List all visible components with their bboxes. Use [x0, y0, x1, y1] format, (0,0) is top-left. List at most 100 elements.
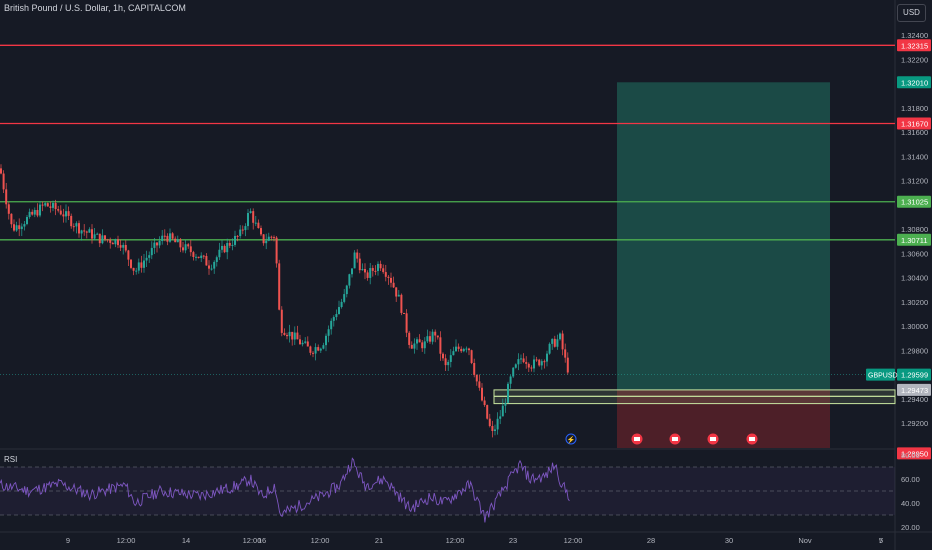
- candle-body: [80, 230, 83, 234]
- candle-body: [444, 358, 447, 366]
- candle-body: [559, 333, 561, 340]
- candle-body: [418, 339, 421, 343]
- candle-body: [252, 211, 255, 223]
- candle-body: [416, 339, 418, 344]
- candle-body: [119, 245, 122, 248]
- candle-body: [553, 338, 556, 347]
- candle-body: [475, 374, 478, 382]
- candle-body: [507, 383, 509, 403]
- candle-body: [218, 249, 221, 258]
- candle-body: [262, 234, 265, 244]
- candle-body: [65, 211, 67, 217]
- candle-body: [369, 268, 372, 278]
- candle-body: [88, 229, 91, 233]
- candle-body: [226, 242, 229, 253]
- candle-body: [447, 361, 450, 366]
- currency-button[interactable]: USD: [897, 4, 926, 22]
- candle-body: [49, 206, 52, 208]
- candle-body: [163, 235, 166, 237]
- candle-body: [358, 258, 361, 271]
- candle-body: [98, 233, 101, 244]
- candle-body: [540, 361, 543, 366]
- candle-body: [468, 348, 470, 351]
- candle-body: [496, 418, 499, 430]
- candle-body: [288, 331, 291, 337]
- flash-event-glyph: ⚡: [567, 435, 576, 444]
- candle-body: [348, 274, 351, 286]
- last-price-label: 1.29599: [901, 371, 928, 380]
- candle-body: [241, 229, 244, 231]
- candle-body: [548, 343, 551, 354]
- candle-body: [31, 211, 34, 215]
- candle-body: [26, 217, 28, 225]
- candle-body: [52, 203, 54, 208]
- candle-body: [171, 233, 174, 239]
- candle-body: [335, 313, 338, 318]
- candle-body: [57, 209, 60, 211]
- candle-body: [140, 262, 143, 268]
- candle-body: [156, 242, 158, 246]
- candle-body: [44, 203, 47, 206]
- entry-price-label: 1.29473: [901, 386, 928, 395]
- price-tick-label: 1.31600: [901, 128, 928, 137]
- candle-body: [546, 353, 548, 362]
- candle-body: [15, 225, 18, 231]
- candle-body: [356, 252, 359, 259]
- candle-body: [67, 211, 70, 216]
- candle-body: [161, 235, 164, 242]
- price-tick-label: 1.29800: [901, 346, 928, 355]
- candle-body: [332, 317, 335, 321]
- time-tick-label: 12:00: [564, 536, 583, 545]
- candle-body: [351, 268, 353, 275]
- candle-body: [208, 265, 210, 269]
- candle-body: [202, 255, 205, 257]
- candle-body: [270, 236, 273, 238]
- price-tick-label: 1.32400: [901, 31, 928, 40]
- candle-body: [314, 347, 317, 354]
- candle-body: [517, 359, 520, 365]
- candle-body: [504, 402, 507, 406]
- candle-body: [96, 233, 99, 235]
- candle-body: [319, 348, 322, 351]
- flash-event-icon: [565, 433, 577, 445]
- time-tick-label: 12:00: [117, 536, 136, 545]
- rsi-label: RSI: [4, 455, 18, 464]
- candle-body: [462, 348, 465, 352]
- candle-body: [231, 244, 234, 246]
- time-tick-label: 23: [509, 536, 517, 545]
- candle-body: [470, 350, 473, 363]
- demand-zone-lower: [493, 395, 896, 405]
- candle-body: [249, 211, 252, 214]
- candle-body: [525, 362, 528, 364]
- candle-body: [382, 268, 385, 273]
- stop-price-label: 1.28950: [901, 449, 928, 458]
- candle-body: [184, 244, 187, 251]
- candle-body: [457, 346, 460, 349]
- candle-body: [439, 337, 442, 354]
- candle-body: [371, 268, 374, 271]
- candle-body: [7, 204, 10, 214]
- candle-body: [28, 211, 31, 218]
- candle-body: [260, 228, 262, 235]
- candle-body: [117, 239, 119, 246]
- candle-body: [436, 335, 439, 338]
- candle-body: [512, 367, 515, 377]
- candle-body: [153, 242, 156, 248]
- flag-event-mark: [710, 437, 716, 441]
- target-price-label: 1.32010: [901, 78, 928, 87]
- candle-body: [158, 241, 161, 246]
- candle-body: [283, 332, 286, 335]
- price-tick-label: 1.31200: [901, 177, 928, 186]
- rsi-tick-label: 20.00: [901, 523, 920, 532]
- candle-body: [70, 215, 73, 227]
- rsi-tick-label: 60.00: [901, 475, 920, 484]
- candle-body: [306, 341, 309, 347]
- candle-body: [267, 236, 270, 241]
- candle-body: [111, 242, 114, 245]
- candle-body: [551, 338, 554, 344]
- candle-body: [494, 429, 496, 432]
- candle-body: [317, 347, 320, 351]
- candle-body: [535, 359, 538, 361]
- candle-body: [10, 213, 13, 225]
